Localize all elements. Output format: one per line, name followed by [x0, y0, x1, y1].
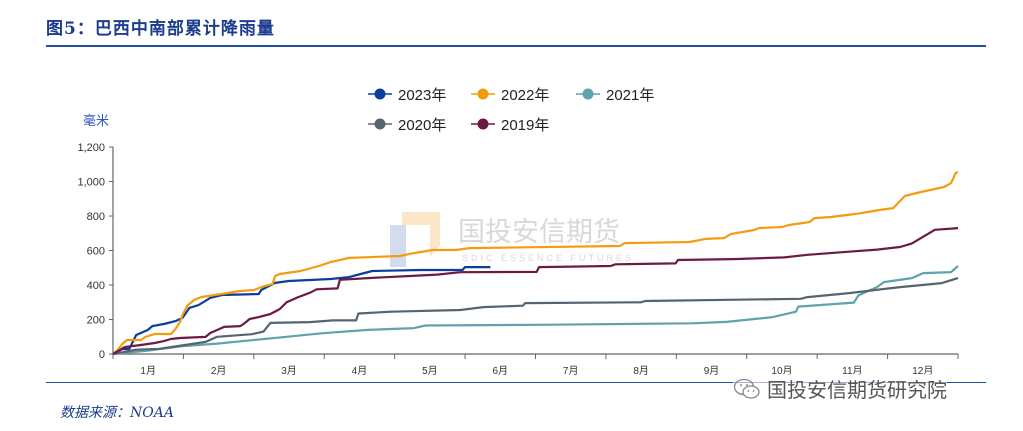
y-tick-label: 800 — [87, 211, 105, 223]
y-tick-label: 0 — [99, 349, 105, 361]
brand-name: 国投安信期货研究院 — [767, 378, 947, 402]
x-tick-label: 2月 — [211, 365, 227, 377]
legend-marker — [374, 88, 386, 100]
y-tick-label: 1,200 — [77, 142, 105, 154]
legend-item-2021: 2021年 — [576, 87, 654, 104]
legend-marker — [477, 88, 489, 100]
x-tick-label: 8月 — [633, 365, 649, 377]
legend: 2023年 2022年 2021年 2020年 2019年 — [368, 87, 654, 134]
brand-credit: 国投安信期货研究院 — [733, 374, 947, 403]
title-divider — [46, 45, 986, 47]
y-axis-unit: 毫米 — [83, 113, 109, 128]
legend-marker — [477, 118, 489, 130]
x-tick-label: 5月 — [422, 365, 438, 377]
y-tick-label: 200 — [87, 315, 105, 327]
legend-label: 2023年 — [398, 87, 446, 104]
legend-item-2019: 2019年 — [471, 117, 549, 134]
series-line-2019 — [112, 227, 959, 355]
series-group — [112, 170, 959, 356]
legend-label: 2021年 — [606, 87, 654, 104]
wechat-icon — [733, 378, 760, 399]
legend-item-2020: 2020年 — [368, 117, 446, 134]
watermark-logo-orange — [402, 212, 440, 257]
x-tick-label: 7月 — [563, 365, 579, 377]
y-tick-label: 400 — [87, 280, 105, 292]
legend-marker — [582, 88, 594, 100]
data-source: 数据来源：NOAA — [60, 405, 174, 421]
figure-title: 图5：巴西中南部累计降雨量 — [46, 19, 275, 39]
watermark-en: SDIC ESSENCE FUTURES — [462, 253, 634, 263]
y-tick-label: 1,000 — [77, 177, 105, 189]
legend-item-2022: 2022年 — [471, 87, 549, 104]
footer-divider — [46, 382, 986, 383]
x-tick-label: 9月 — [704, 365, 720, 377]
series-line-2022 — [112, 170, 959, 355]
series-line-2021 — [112, 265, 959, 356]
x-tick-label: 3月 — [281, 365, 297, 377]
legend-label: 2020年 — [398, 117, 446, 134]
legend-marker — [374, 118, 386, 130]
legend-label: 2022年 — [501, 87, 549, 104]
watermark-cn: 国投安信期货 — [458, 217, 620, 247]
x-tick-label: 4月 — [352, 365, 368, 377]
watermark-logo-blue — [390, 225, 406, 267]
x-tick-label: 1月 — [140, 365, 156, 377]
legend-label: 2019年 — [501, 117, 549, 134]
watermark: 国投安信期货 SDIC ESSENCE FUTURES — [390, 212, 634, 267]
legend-item-2023: 2023年 — [368, 87, 446, 104]
series-line-2020 — [112, 277, 959, 356]
x-tick-label: 6月 — [493, 365, 509, 377]
y-tick-label: 600 — [87, 246, 105, 258]
